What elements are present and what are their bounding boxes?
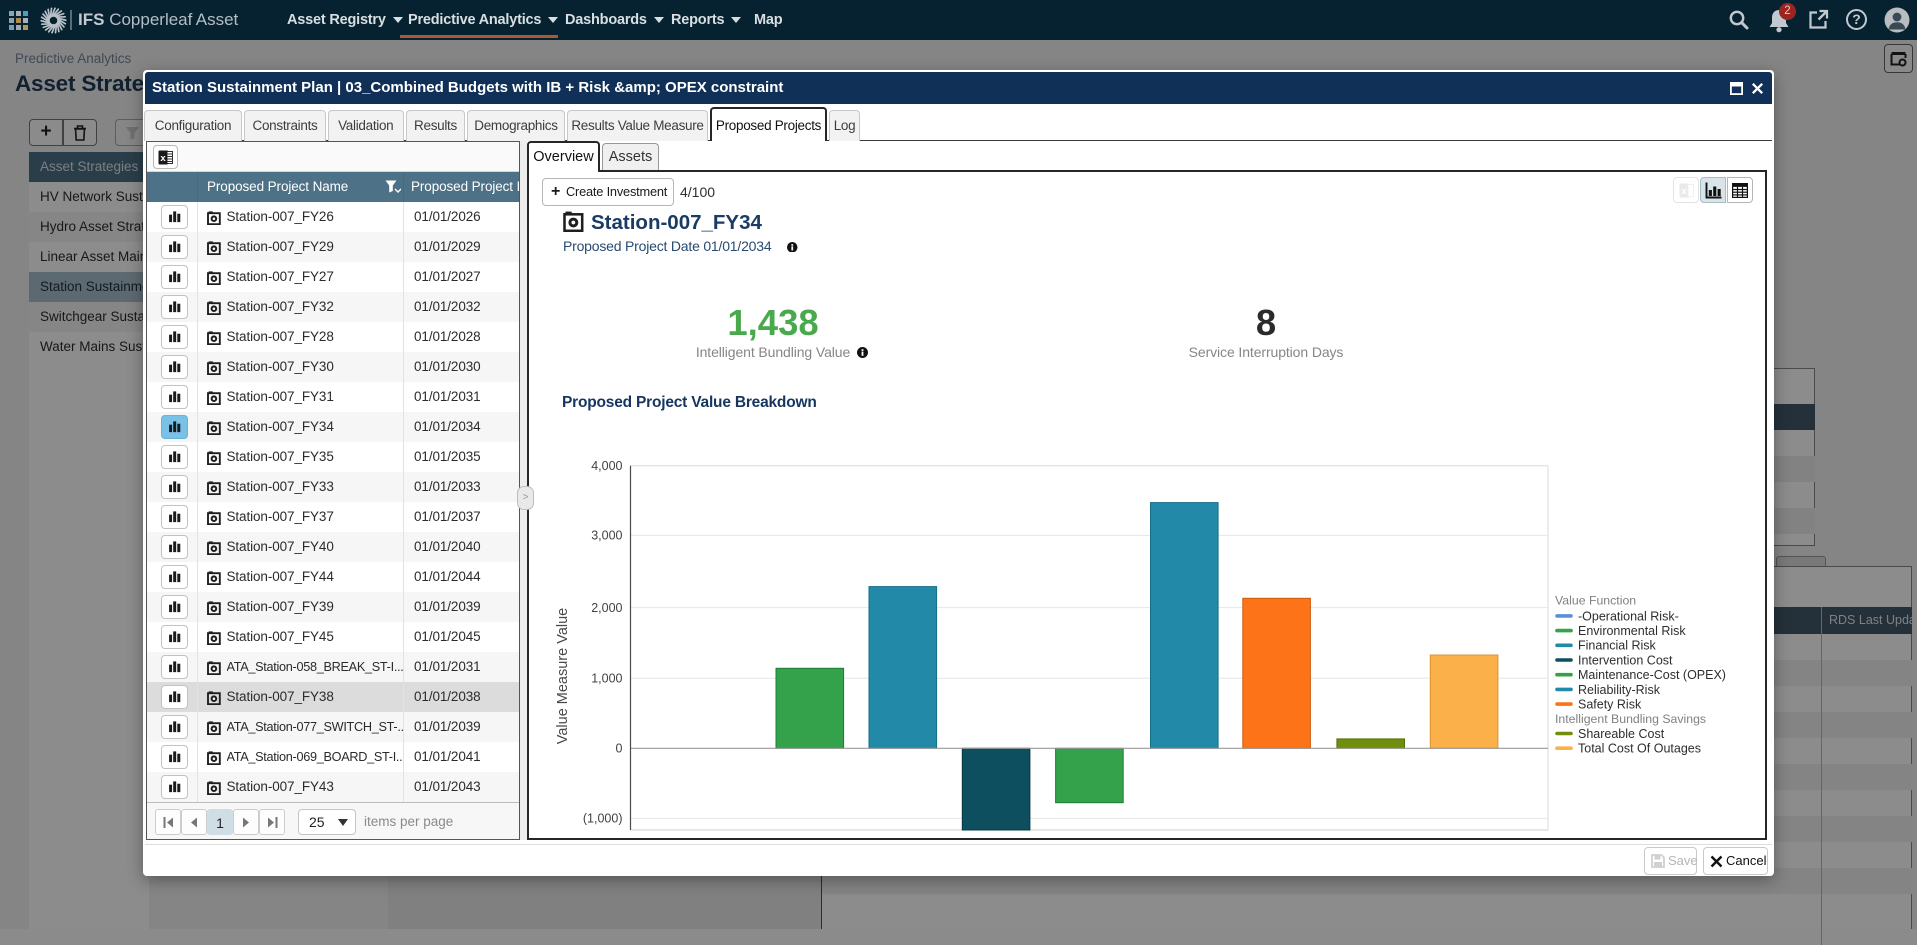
svg-text:Financial Risk: Financial Risk	[1578, 639, 1657, 653]
svg-text:Environmental Risk: Environmental Risk	[1578, 624, 1686, 638]
svg-text:x: x	[1681, 186, 1687, 197]
svg-text:4,000: 4,000	[591, 459, 622, 473]
svg-text:0: 0	[616, 742, 623, 756]
svg-text:Reliability-Risk: Reliability-Risk	[1578, 683, 1661, 697]
svg-text:(1,000): (1,000)	[583, 812, 623, 826]
svg-text:Intervention Cost: Intervention Cost	[1578, 653, 1673, 667]
svg-text:Value Function: Value Function	[1555, 594, 1636, 608]
svg-text:Maintenance-Cost (OPEX): Maintenance-Cost (OPEX)	[1578, 668, 1726, 682]
svg-text:1,000: 1,000	[591, 672, 622, 686]
svg-text:3,000: 3,000	[591, 529, 622, 543]
svg-text:Total Cost Of Outages: Total Cost Of Outages	[1578, 742, 1701, 756]
svg-text:Shareable Cost: Shareable Cost	[1578, 727, 1665, 741]
svg-text:Intelligent Bundling Savings: Intelligent Bundling Savings	[1555, 712, 1706, 726]
svg-text:x: x	[160, 153, 166, 164]
svg-text:2,000: 2,000	[591, 601, 622, 615]
svg-text:-Operational Risk-: -Operational Risk-	[1578, 609, 1679, 623]
svg-text:Safety Risk: Safety Risk	[1578, 698, 1642, 712]
svg-text:Value Measure Value: Value Measure Value	[555, 608, 571, 745]
